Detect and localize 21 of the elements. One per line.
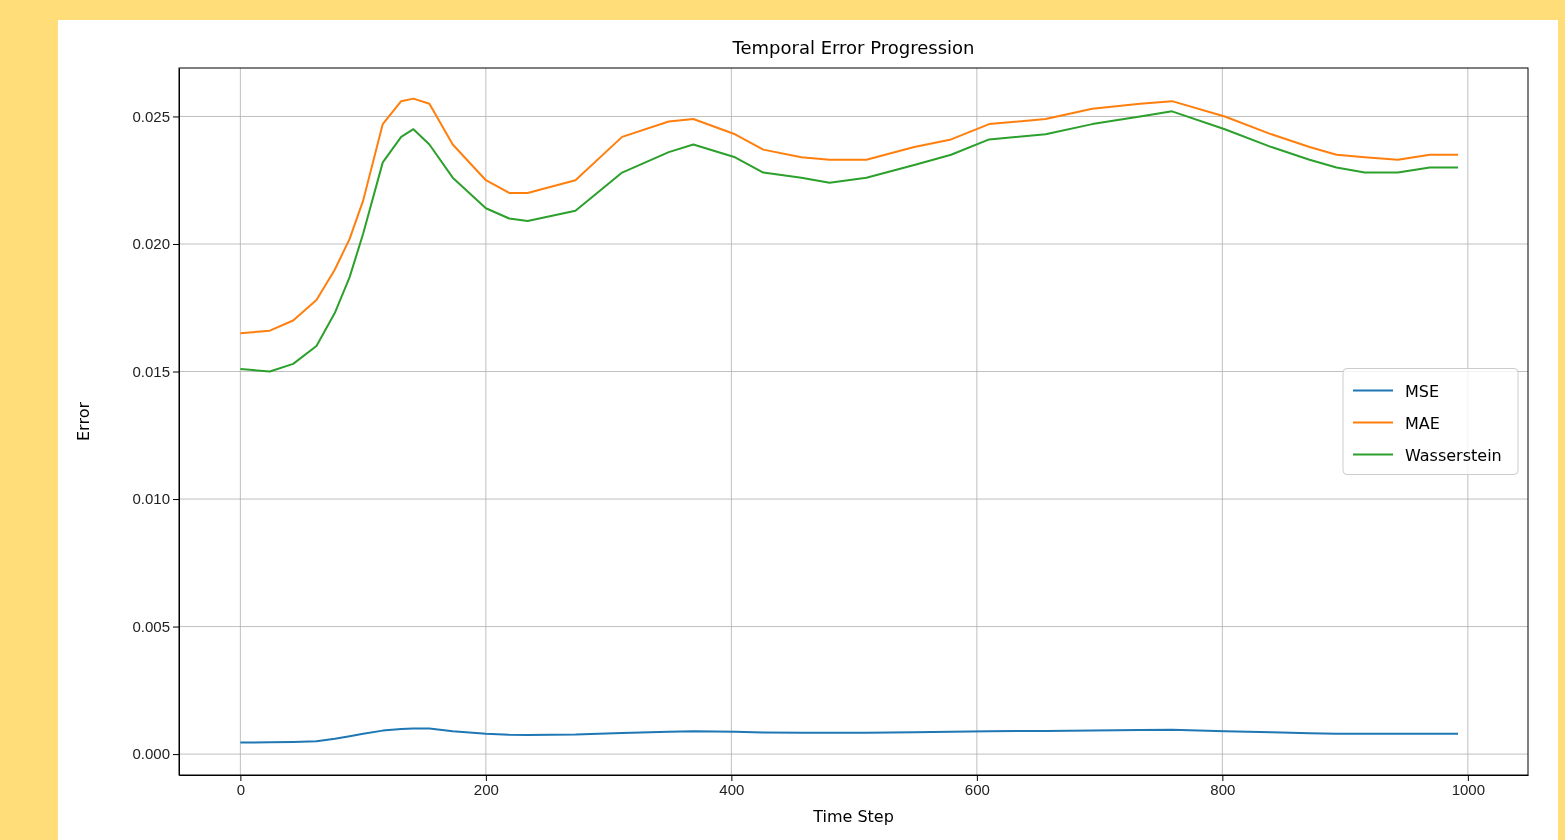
y-tick-label: 0.025 xyxy=(132,107,170,125)
line-series xyxy=(239,110,1460,373)
x-tick-label: 1000 xyxy=(1451,780,1486,798)
line-series xyxy=(239,727,1460,744)
line-series xyxy=(239,97,1460,335)
y-tick-label: 0.015 xyxy=(132,362,170,380)
x-tick-label: 400 xyxy=(719,780,745,798)
x-tick-label: 0 xyxy=(236,780,246,798)
y-tick-label: 0.020 xyxy=(132,235,170,253)
y-tick-label: 0.000 xyxy=(132,745,170,763)
y-tick-label: 0.005 xyxy=(132,617,170,635)
legend-label: MAE xyxy=(1405,413,1440,433)
y-axis-title: Error xyxy=(74,401,93,441)
chart-title: Temporal Error Progression xyxy=(731,37,975,58)
legend-label: Wasserstein xyxy=(1405,445,1502,465)
y-tick-label: 0.010 xyxy=(132,490,170,508)
x-axis-title: Time Step xyxy=(812,807,894,826)
x-tick-label: 800 xyxy=(1210,780,1236,798)
legend-label: MSE xyxy=(1405,381,1440,401)
x-tick-label: 600 xyxy=(964,780,990,798)
x-tick-label: 200 xyxy=(473,780,499,798)
